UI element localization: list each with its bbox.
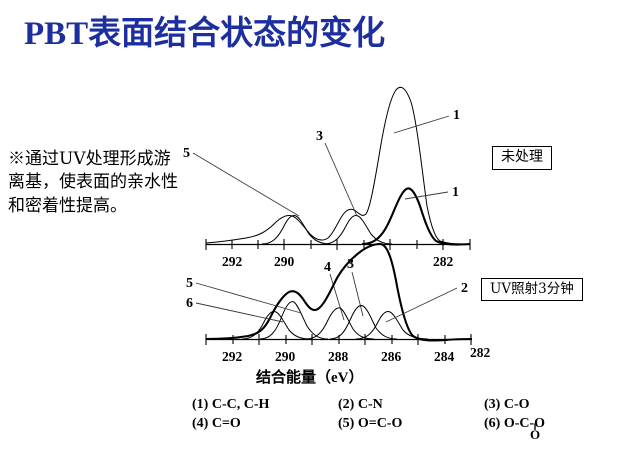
leader-4-middle (329, 273, 345, 321)
leader-6-lower (195, 302, 284, 323)
legend-item-5: (5) O=C-O (338, 415, 484, 434)
leader-3-middle (351, 271, 364, 317)
legend-item-2: (2) C-N (338, 396, 484, 415)
tick-label-lower-292: 292 (222, 349, 243, 364)
legend: (1) C-C, C-H (2) C-N (3) C-O (4) C=O (5)… (192, 396, 632, 441)
annotation-4-middle: 4 (324, 260, 331, 275)
tick-label-lower-282: 282 (470, 345, 491, 360)
curve-component-5-upper (261, 215, 331, 245)
annotation-1-upper-bottom: 1 (452, 185, 459, 200)
tick-label-lower-286: 286 (381, 349, 402, 364)
legend-item-4-text: C=O (211, 415, 241, 431)
annotation-2-lower: 2 (461, 281, 468, 296)
tick-label-lower-288: 288 (328, 349, 349, 364)
legend-item-5-text: O=C-O (357, 415, 403, 431)
leader-5-lower (195, 282, 302, 314)
tick-label-lower-284: 284 (434, 349, 455, 364)
legend-item-6: (6) O-C-O ‖ O (484, 415, 630, 441)
annotation-1-upper-top: 1 (453, 108, 460, 123)
leader-1-upper-top (393, 115, 450, 134)
legend-item-5-num: (5) (338, 415, 355, 431)
curve-component-3-lower (329, 305, 398, 340)
legend-item-6-double-bond: ‖ (533, 421, 537, 432)
legend-item-6-sub-atom: O (529, 426, 541, 442)
annotation-5-upper: 5 (183, 146, 190, 161)
x-axis-title: 结合能量（eV） (256, 368, 364, 386)
curve-envelope-upper (205, 86, 471, 245)
legend-item-1-num: (1) (192, 397, 209, 412)
annotation-5-lower: 5 (186, 276, 193, 291)
legend-row: (4) C=O (5) O=C-O (6) O-C-O ‖ O (192, 415, 632, 441)
explanatory-note: ※通过UV处理形成游离基，使表面的亲水性和密着性提高。 (8, 149, 178, 216)
annotation-3-middle: 3 (347, 257, 354, 272)
legend-item-1: (1) C-C, C-H (192, 396, 338, 415)
leader-3-upper (324, 142, 358, 217)
legend-item-3: (3) C-O (484, 396, 630, 415)
tick-label-upper-282: 282 (433, 254, 454, 269)
annotation-3-upper: 3 (316, 129, 323, 144)
x-axis-ticks-upper (205, 239, 471, 250)
caption-uv-treated: UV照射3分钟 (481, 278, 583, 301)
curve-component-5-lower (259, 301, 329, 340)
legend-item-3-text: C-O (503, 397, 530, 412)
curve-component-3-upper (323, 215, 393, 245)
legend-item-4: (4) C=O (192, 415, 338, 434)
curve-envelope-lower (205, 242, 473, 342)
curve-component-4-lower (305, 307, 375, 340)
tick-label-lower-290: 290 (275, 349, 296, 364)
leader-1-upper-bottom (404, 191, 449, 200)
x-axis-ticks-lower (205, 334, 472, 345)
chart-uv-treated: 292 290 288 286 284 282 结合能量（eV） 5 6 2 (186, 242, 491, 386)
leader-2-lower (385, 287, 458, 323)
curve-component-6-lower (241, 311, 311, 340)
curve-component-2-lower (355, 311, 429, 340)
legend-item-2-num: (2) (338, 397, 355, 412)
legend-item-4-num: (4) (192, 415, 209, 431)
chart-untreated: 292 290 282 5 3 1 1 (183, 86, 471, 269)
caption-untreated: 未处理 (492, 146, 552, 170)
legend-item-1-text: C-C, C-H (211, 397, 270, 412)
middle-annotations: 4 3 (324, 257, 364, 321)
legend-item-6-num: (6) (484, 415, 501, 431)
tick-label-upper-290: 290 (274, 254, 295, 269)
page-title: PBT表面结合状态的变化 (24, 16, 386, 52)
leader-5-upper (192, 152, 300, 217)
legend-row: (1) C-C, C-H (2) C-N (3) C-O (192, 396, 632, 415)
curve-component-1-upper (361, 187, 471, 246)
annotation-6-lower: 6 (186, 296, 193, 311)
legend-item-2-text: C-N (357, 397, 383, 412)
legend-item-3-num: (3) (484, 397, 501, 412)
legend-item-6-text: O-C-O (503, 415, 546, 431)
tick-label-upper-292: 292 (222, 254, 243, 269)
